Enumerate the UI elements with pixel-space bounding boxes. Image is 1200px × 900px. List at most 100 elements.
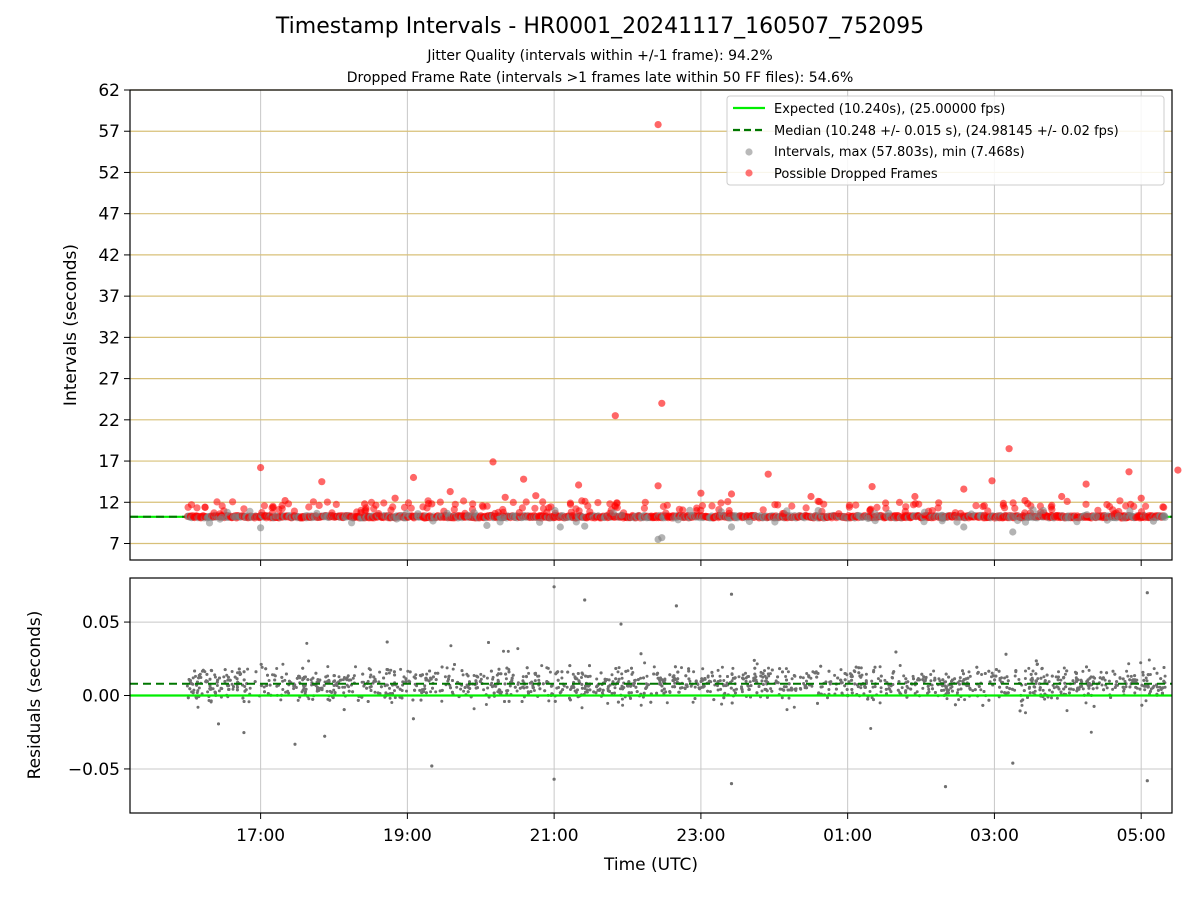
residual-point (1113, 686, 1117, 689)
residual-point (857, 666, 861, 670)
residual-point (931, 687, 934, 691)
dropped-frame-point (594, 499, 602, 507)
residual-point (1127, 662, 1131, 666)
residual-point (538, 687, 542, 691)
interval-point (218, 513, 226, 522)
residual-point (207, 699, 211, 702)
residual-point (302, 686, 306, 690)
residual-point (946, 688, 950, 692)
residual-point (918, 678, 921, 682)
interval-point (871, 517, 879, 525)
residual-point (869, 727, 873, 730)
residual-point (337, 686, 341, 690)
legend-intervals-swatch (745, 148, 753, 156)
residual-point (227, 688, 231, 691)
residual-point (627, 691, 631, 695)
residual-point (1144, 699, 1148, 703)
dropped-frame-point (478, 502, 486, 510)
residual-point (315, 689, 319, 693)
residual-point (927, 687, 931, 691)
residual-point (1115, 680, 1119, 684)
residual-point (568, 698, 572, 702)
residual-point (507, 670, 511, 674)
residual-point (755, 662, 759, 666)
dropped-frame-point (1116, 497, 1124, 505)
residual-point (753, 672, 757, 676)
residual-point (580, 682, 584, 686)
residual-point (741, 676, 744, 680)
residual-point (511, 673, 515, 677)
dropped-frame-point (305, 503, 313, 511)
interval-point (402, 509, 410, 517)
residual-point (843, 678, 847, 682)
residual-point (461, 673, 465, 677)
dropped-frame-outlier (281, 497, 289, 505)
residual-point (932, 669, 936, 673)
residual-point (228, 678, 232, 682)
residual-point (206, 690, 210, 694)
residual-point (940, 689, 944, 692)
residual-point (504, 672, 508, 676)
residual-point (785, 708, 789, 712)
residual-point (396, 685, 400, 689)
residual-point (1138, 687, 1142, 691)
residual-point (712, 698, 716, 702)
residual-point (713, 679, 717, 683)
residual-point (372, 675, 376, 679)
residual-point (1151, 686, 1155, 690)
residual-point (665, 701, 669, 705)
residual-point (737, 675, 741, 679)
dropped-frame-point (895, 498, 904, 506)
residual-point (1098, 676, 1102, 680)
residual-point (330, 690, 334, 694)
residual-point (1099, 670, 1103, 674)
residual-point (463, 686, 467, 689)
residual-point (525, 685, 529, 689)
residual-point (692, 670, 696, 674)
residual-point (1059, 678, 1063, 682)
dropped-frame-point (852, 501, 860, 509)
residual-point (558, 691, 562, 695)
residual-point (241, 696, 245, 700)
residual-point (626, 684, 630, 688)
residual-point (1160, 686, 1163, 690)
residual-point (645, 674, 649, 678)
residual-point (482, 674, 486, 678)
residual-point (571, 672, 575, 676)
dropped-frame-point (662, 509, 670, 517)
residual-point (529, 690, 533, 694)
residual-point (407, 679, 411, 683)
residual-point (976, 670, 980, 674)
residual-point (662, 687, 666, 691)
residual-point (530, 680, 534, 684)
residual-point (639, 652, 643, 656)
residual-point (956, 688, 960, 692)
residual-point (701, 685, 705, 689)
dropped-frame-point (1137, 508, 1146, 516)
residual-point (431, 686, 434, 690)
residual-point (379, 685, 383, 689)
residual-point (613, 686, 617, 690)
residual-point (388, 696, 392, 700)
residual-outlier (674, 604, 679, 608)
dropped-frame-point (258, 508, 266, 517)
dropped-frame-point (951, 509, 960, 517)
residual-point (487, 641, 490, 644)
residual-point (761, 672, 765, 676)
residual-point (614, 667, 618, 670)
residual-point (1032, 685, 1036, 689)
residual-point (968, 674, 972, 678)
residual-point (1055, 696, 1059, 700)
residual-point (506, 689, 510, 693)
residual-point (776, 675, 780, 679)
residual-point (344, 677, 348, 681)
intervals-y-tick-label: 42 (98, 246, 120, 266)
residual-point (878, 701, 882, 705)
residual-point (1000, 690, 1004, 694)
residual-point (778, 667, 782, 671)
residual-point (242, 731, 246, 735)
residual-point (900, 686, 904, 690)
residual-point (635, 690, 639, 694)
residual-point (845, 688, 849, 691)
residual-point (533, 672, 537, 676)
